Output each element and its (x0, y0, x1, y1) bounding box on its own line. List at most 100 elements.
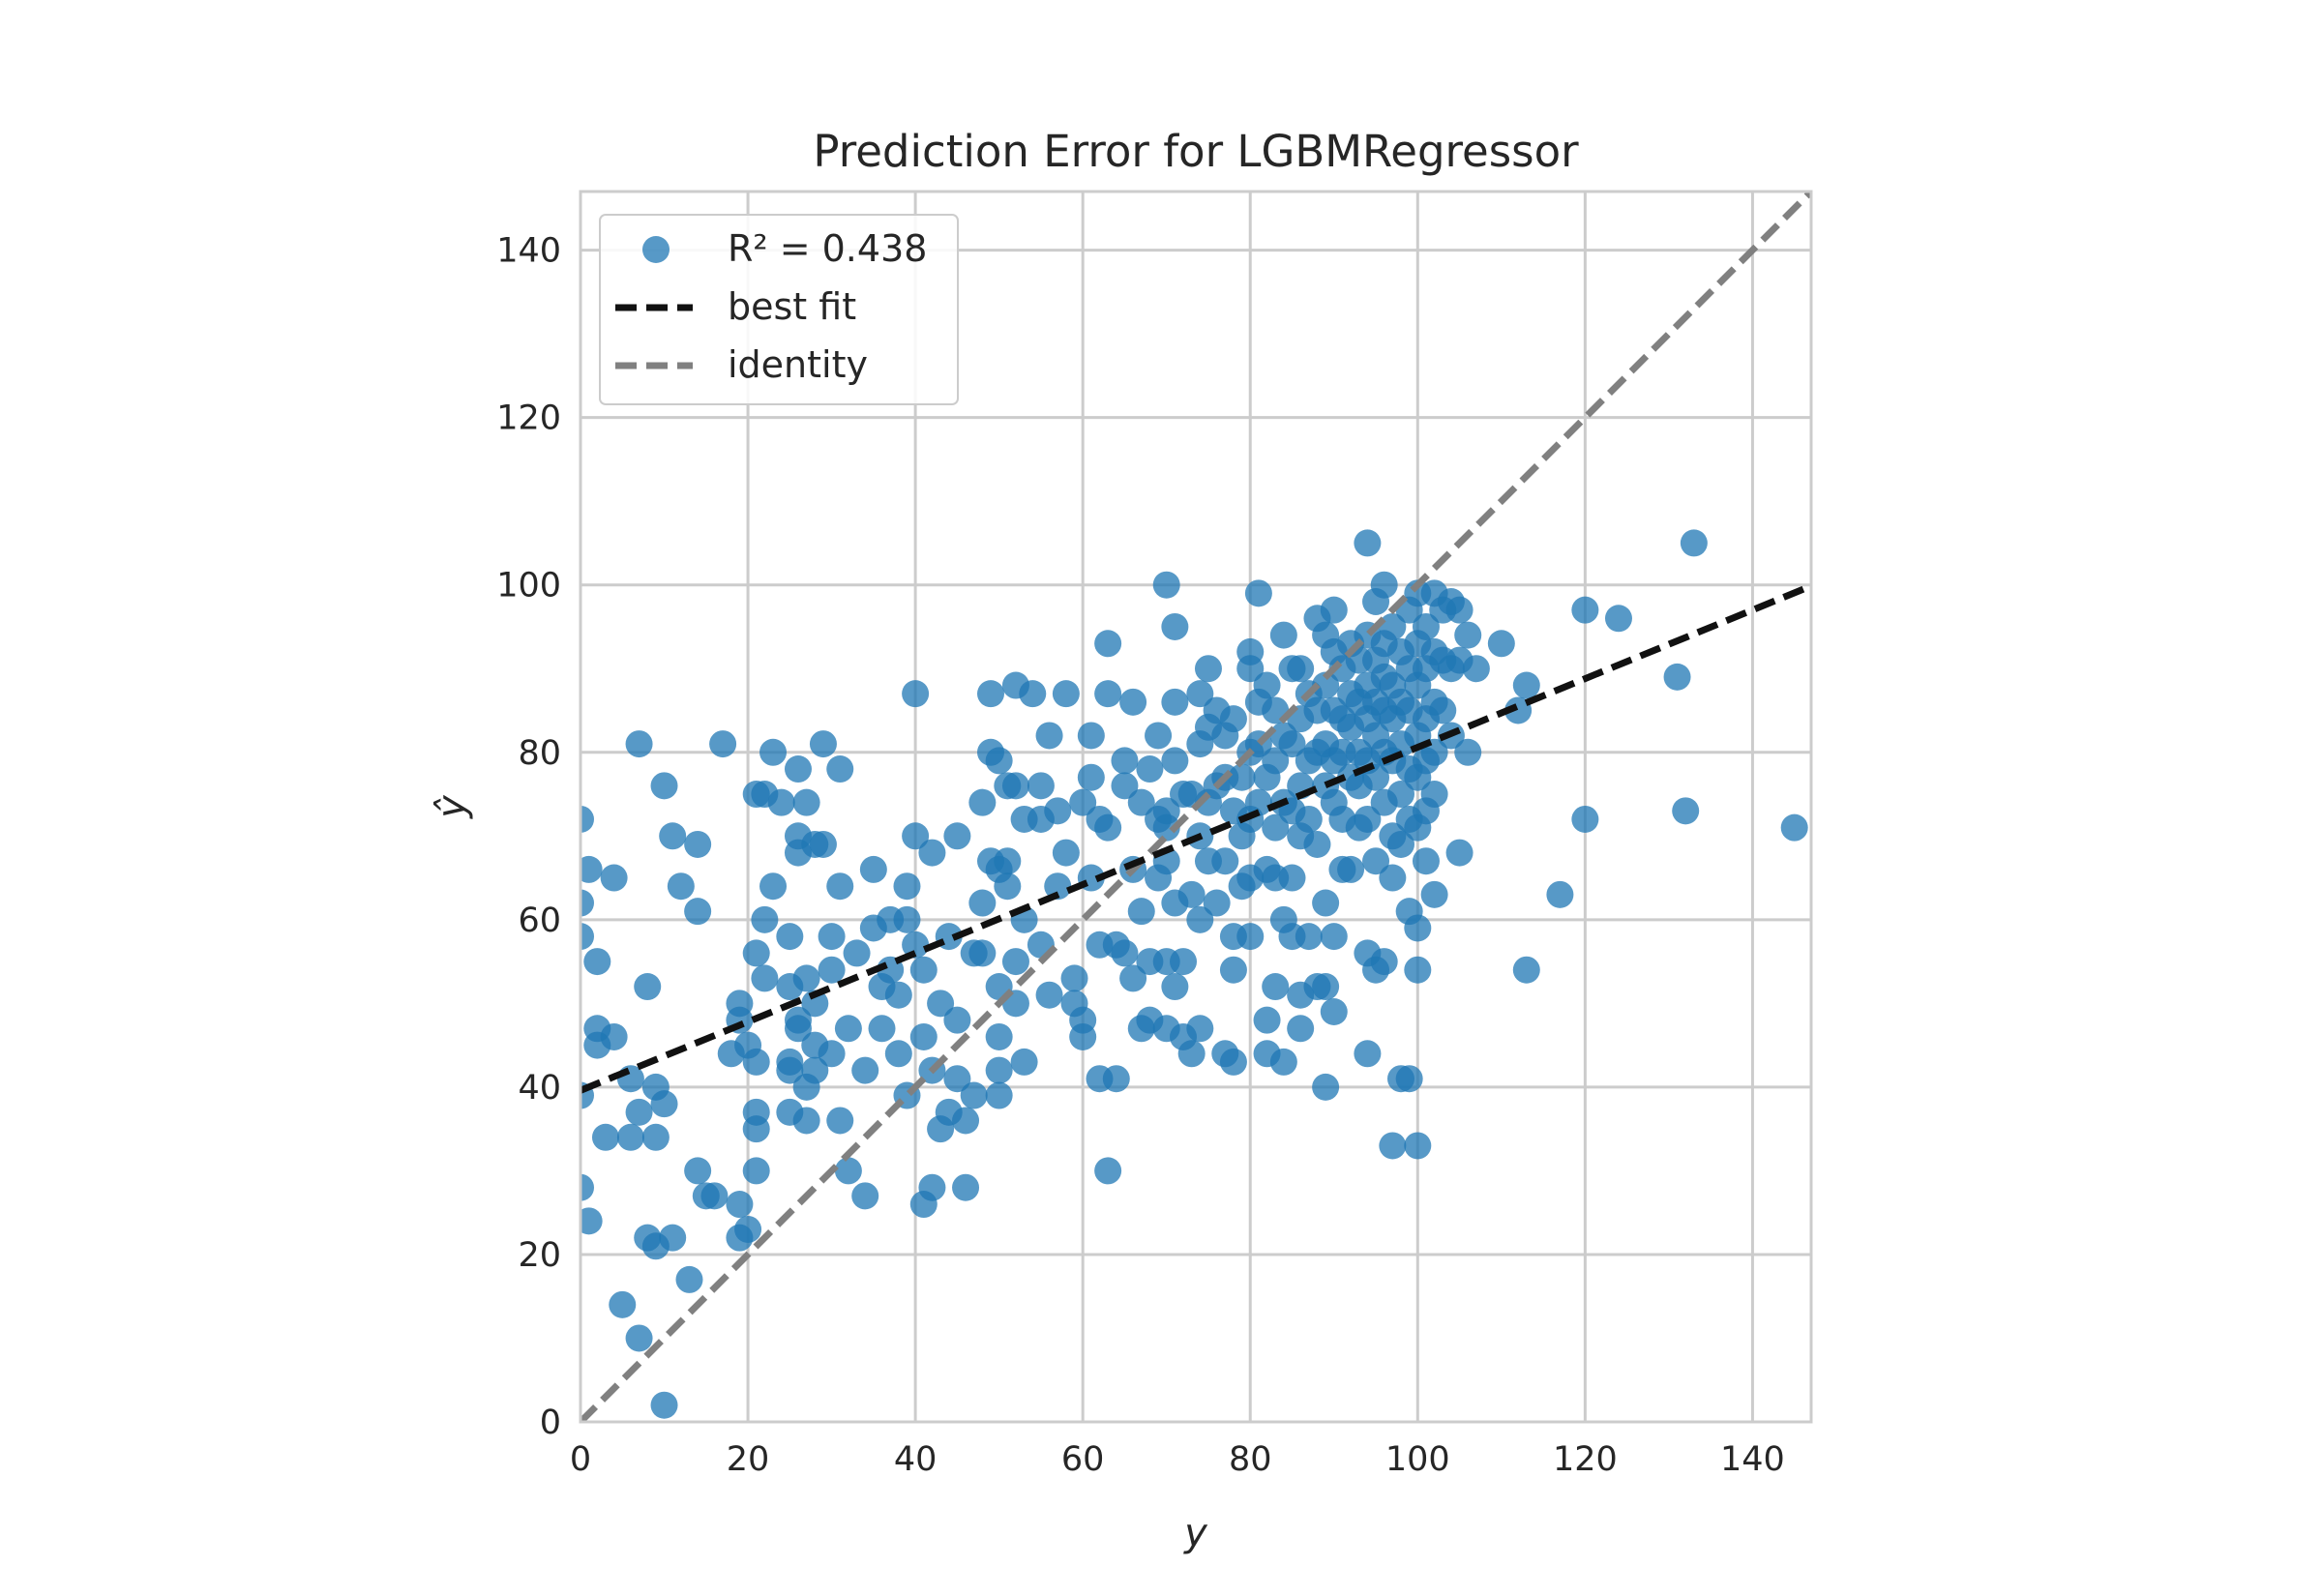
data-point (1219, 1048, 1247, 1076)
data-point (709, 730, 737, 758)
data-point (700, 1182, 729, 1210)
data-point (625, 1098, 653, 1126)
data-point (1546, 880, 1574, 908)
data-point (1354, 529, 1382, 557)
data-point (994, 872, 1022, 901)
data-point (1102, 1065, 1130, 1093)
data-point (1019, 680, 1047, 708)
data-point (1194, 655, 1222, 683)
data-point (909, 1022, 938, 1050)
data-point (801, 1056, 829, 1084)
data-point (1487, 630, 1515, 658)
data-point (1379, 864, 1407, 892)
data-point (1512, 671, 1540, 699)
data-point (667, 872, 695, 901)
data-point (1262, 813, 1290, 842)
data-point (1052, 680, 1080, 708)
data-point (580, 889, 594, 917)
data-point (893, 905, 921, 933)
data-point (1094, 630, 1122, 658)
data-point (818, 1040, 846, 1068)
data-point (1001, 948, 1029, 976)
data-point (1420, 781, 1448, 809)
data-point (1404, 914, 1432, 942)
data-point (684, 898, 712, 926)
x-tick-label: 120 (1553, 1440, 1618, 1479)
data-point (580, 855, 603, 883)
legend-box (599, 214, 959, 405)
data-point (943, 1006, 971, 1034)
data-point (952, 1107, 980, 1135)
data-point (1462, 655, 1490, 683)
data-point (1412, 847, 1440, 875)
data-point (1379, 1132, 1407, 1160)
data-point (726, 1191, 754, 1219)
data-point (600, 864, 628, 892)
data-point (1001, 772, 1029, 800)
data-point (751, 905, 779, 933)
data-point (1354, 805, 1382, 833)
data-point (1604, 605, 1632, 633)
data-point (801, 990, 829, 1018)
y-tick-label: 100 (496, 567, 561, 606)
data-point (580, 1207, 603, 1235)
data-point (968, 788, 997, 816)
data-point (1094, 1157, 1122, 1185)
data-point (1177, 880, 1206, 908)
data-point (1035, 981, 1063, 1009)
data-point (684, 1157, 712, 1185)
data-point (1512, 956, 1540, 984)
data-point (1203, 889, 1231, 917)
scatter-points (580, 529, 1808, 1419)
y-tick-label: 60 (518, 901, 561, 940)
data-point (1027, 772, 1055, 800)
data-point (826, 872, 854, 901)
data-point (977, 680, 1004, 708)
data-point (1253, 1006, 1281, 1034)
data-point (952, 1173, 980, 1201)
data-point (1312, 889, 1340, 917)
data-point (1119, 964, 1147, 992)
data-point (767, 788, 795, 816)
data-point (580, 805, 594, 833)
data-point (1295, 923, 1323, 951)
data-point (843, 939, 871, 967)
data-point (1094, 813, 1122, 842)
data-point (826, 1107, 854, 1135)
data-point (1387, 830, 1414, 858)
data-point (1780, 813, 1808, 842)
data-point (1177, 1040, 1206, 1068)
data-point (580, 923, 594, 951)
data-point (609, 1290, 637, 1318)
data-point (1362, 847, 1390, 875)
data-point (985, 747, 1013, 775)
data-point (868, 1015, 896, 1043)
data-point (1312, 1073, 1340, 1101)
data-point (1262, 747, 1290, 775)
data-point (625, 730, 653, 758)
data-point (1571, 805, 1599, 833)
data-point (1219, 956, 1247, 984)
data-point (893, 872, 921, 901)
data-point (985, 1056, 1013, 1084)
legend-point-marker (642, 236, 670, 263)
data-point (776, 923, 804, 951)
data-point (1395, 1065, 1423, 1093)
data-point (927, 990, 955, 1018)
data-point (826, 755, 854, 783)
data-point (902, 822, 930, 850)
data-point (1262, 973, 1290, 1001)
data-point (994, 847, 1022, 875)
data-point (684, 830, 712, 858)
data-point (650, 1090, 678, 1118)
data-point (1445, 596, 1474, 624)
data-point (1454, 621, 1482, 649)
data-point (1354, 1040, 1382, 1068)
data-point (751, 964, 779, 992)
data-point (659, 1224, 687, 1252)
data-point (625, 1324, 653, 1352)
plot-frame (579, 190, 1813, 1424)
data-point (1161, 973, 1189, 1001)
data-point (641, 1123, 670, 1151)
data-point (1244, 788, 1272, 816)
